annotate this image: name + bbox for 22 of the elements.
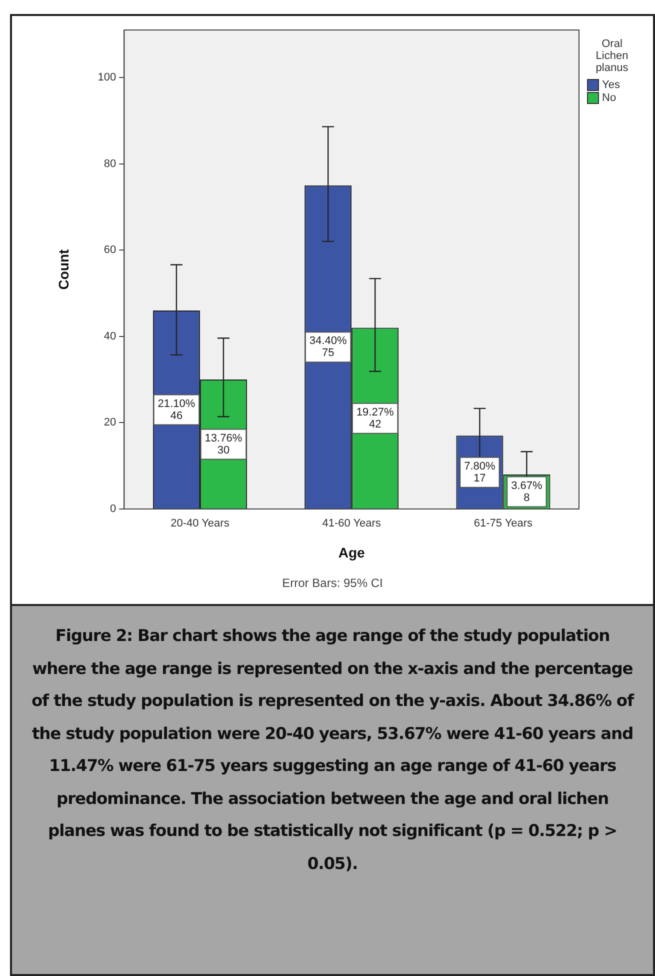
legend-label: No bbox=[602, 92, 616, 104]
legend-title: Oral Lichen planus bbox=[594, 38, 630, 74]
data-label: 21.10% 46 bbox=[158, 398, 196, 422]
text: Error Bars: 95% CI bbox=[281, 576, 384, 590]
y-tick-label: 100 bbox=[98, 72, 116, 84]
data-label: 19.27% 42 bbox=[356, 406, 394, 430]
legend-label: Yes bbox=[602, 78, 620, 90]
y-tick-label: 80 bbox=[104, 158, 116, 170]
data-label: 7.80% 17 bbox=[464, 460, 496, 484]
x-axis-title: Age bbox=[338, 544, 366, 560]
y-tick-label: 20 bbox=[104, 416, 116, 429]
y-tick-label: 0 bbox=[110, 503, 116, 516]
data-label: 13.76% 30 bbox=[204, 432, 242, 456]
data-label: 34.40% 75 bbox=[309, 335, 347, 360]
x-tick-label: 61-75 Years bbox=[474, 518, 534, 530]
x-tick-label: 41-60 Years bbox=[322, 518, 382, 530]
y-axis-title: Count bbox=[55, 248, 72, 290]
x-tick-label: 20-40 Years bbox=[170, 518, 230, 530]
data-label: 3.67% 8 bbox=[511, 480, 542, 504]
y-tick-label: 60 bbox=[104, 244, 116, 256]
caption: Figure 2: Bar chart shows the age range of the study population where the age range is represented on the x-axis and the percentage of the study population is represented on the y-axis. About 34.86% of the study population were 20-40 years, 53.67% were 41-60 years and 11.47% were 61-75 years suggesting an age range of 41-60 years predominance. The association between the age and oral lichen planes was found to be statistically not significant (p = 0.522; p > 0.05). bbox=[12, 604, 653, 974]
y-tick-label: 40 bbox=[104, 330, 116, 342]
